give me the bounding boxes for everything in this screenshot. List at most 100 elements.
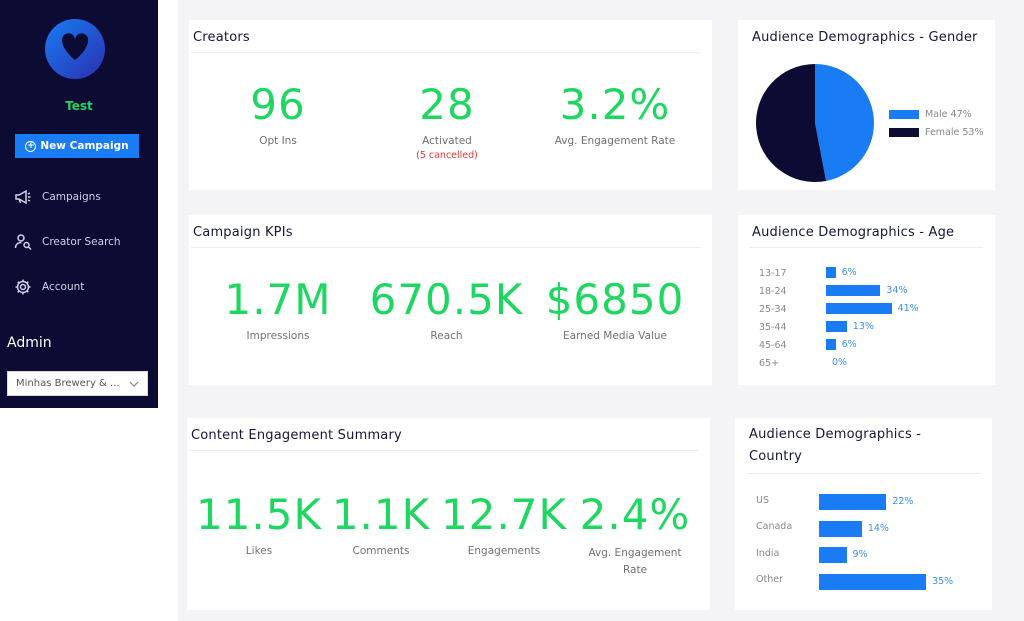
card-title-line: Country xyxy=(749,449,803,464)
plus-circle-icon: + xyxy=(25,140,37,152)
card-title: Audience Demographics - Gender xyxy=(752,30,978,45)
bar xyxy=(819,520,862,537)
bar-row: 13-17 6% xyxy=(759,267,989,279)
stat-value: 1.1K xyxy=(331,490,431,539)
bar-label: India xyxy=(756,547,780,559)
stat-value: $6850 xyxy=(545,275,685,324)
avg-engagement-rate-stat: 2.4% Avg. Engagement Rate xyxy=(576,490,694,579)
bar-label: 18-24 xyxy=(759,285,787,297)
activated-stat: 28 Activated (5 cancelled) xyxy=(387,80,507,161)
card-title: Campaign KPIs xyxy=(193,225,293,240)
bar xyxy=(826,267,836,278)
bar xyxy=(819,494,887,510)
brand-name: Test xyxy=(65,99,93,113)
bar-row: 25-34 41% xyxy=(759,303,989,315)
sidebar-item-label: Account xyxy=(42,281,85,293)
card-title: Audience Demographics - Country xyxy=(749,424,921,468)
bar xyxy=(826,339,836,350)
admin-heading: Admin xyxy=(7,335,52,351)
cancelled-note: (5 cancelled) xyxy=(416,150,478,161)
stat-value: 670.5K xyxy=(369,275,524,324)
bar-row: US 22% xyxy=(756,494,986,510)
stat-label: Avg. Engagement Rate xyxy=(588,547,682,576)
impressions-stat: 1.7M Impressions xyxy=(213,275,343,342)
bar xyxy=(826,285,881,296)
brand-logo-icon xyxy=(45,19,105,79)
bar-row: Other 35% xyxy=(756,573,986,590)
bar-value: 13% xyxy=(852,321,874,332)
divider xyxy=(747,473,980,474)
brand-select[interactable]: Minhas Brewery & ... xyxy=(7,371,148,396)
stat-label: Avg. Engagement Rate xyxy=(554,135,676,147)
user-search-icon xyxy=(14,234,32,251)
stat-label: Reach xyxy=(430,330,463,342)
divider xyxy=(189,450,698,451)
megaphone-icon xyxy=(15,189,31,205)
legend-swatch xyxy=(889,128,919,137)
stat-label: Opt Ins xyxy=(259,135,297,147)
legend-label: Male 47% xyxy=(925,109,972,120)
legend-item-male: Male 47% xyxy=(889,109,972,120)
stat-label: Impressions xyxy=(246,330,310,342)
earned-media-value-stat: $6850 Earned Media Value xyxy=(535,275,695,342)
content-engagement-card: Content Engagement Summary 11.5K Likes 1… xyxy=(187,418,710,610)
stat-label: Likes xyxy=(245,545,273,557)
gender-card: Audience Demographics - Gender Male 47% … xyxy=(738,20,995,190)
bar-value: 22% xyxy=(892,496,914,507)
pie-slice-male xyxy=(815,64,874,181)
sidebar-item-label: Campaigns xyxy=(42,191,101,203)
reach-stat: 670.5K Reach xyxy=(364,275,529,342)
legend-swatch xyxy=(889,110,919,119)
divider xyxy=(191,247,700,248)
bar-value: 35% xyxy=(932,575,954,587)
stat-label: Earned Media Value xyxy=(562,330,668,342)
bar-label: 65+ xyxy=(759,357,780,369)
bar-value: 41% xyxy=(897,303,919,314)
brand-select-value: Minhas Brewery & ... xyxy=(16,378,120,389)
country-card: Audience Demographics - Country US 22% Can… xyxy=(735,418,992,610)
stat-value: 2.4% xyxy=(579,490,691,539)
new-campaign-label: New Campaign xyxy=(40,140,129,152)
campaign-kpis-card: Campaign KPIs 1.7M Impressions 670.5K Re… xyxy=(189,215,712,385)
bar-value: 0% xyxy=(832,357,848,368)
bar-label: 13-17 xyxy=(759,267,787,279)
bar-label: 35-44 xyxy=(759,321,787,333)
bar-value: 6% xyxy=(841,267,857,278)
bar xyxy=(819,547,847,563)
bar-label: US xyxy=(756,494,769,506)
stat-value: 12.7K xyxy=(440,490,568,539)
age-card: Audience Demographics - Age 13-17 6% 18-24… xyxy=(738,215,995,385)
bar xyxy=(826,303,892,314)
stat-value: 3.2% xyxy=(559,80,671,129)
card-title: Content Engagement Summary xyxy=(191,428,402,443)
bar-row: 45-64 6% xyxy=(759,339,989,351)
bar-row: India 9% xyxy=(756,547,986,563)
bar xyxy=(826,321,847,332)
legend-label: Female 53% xyxy=(925,127,984,138)
stat-label: Comments xyxy=(352,545,410,557)
engagements-stat: 12.7K Engagements xyxy=(439,490,569,557)
bar-value: 14% xyxy=(867,522,889,534)
stat-label: Engagements xyxy=(467,545,541,557)
card-title: Audience Demographics - Age xyxy=(752,225,955,240)
sidebar-item-campaigns[interactable]: Campaigns xyxy=(14,188,101,206)
sidebar-item-account[interactable]: Account xyxy=(14,278,84,296)
legend-item-female: Female 53% xyxy=(889,127,983,138)
divider xyxy=(750,247,983,248)
bar-value: 6% xyxy=(841,339,857,350)
card-title: Creators xyxy=(193,30,250,45)
bar-row: 35-44 13% xyxy=(759,321,989,333)
stat-value: 96 xyxy=(250,80,306,129)
engagement-rate-stat: 3.2% Avg. Engagement Rate xyxy=(545,80,685,147)
sidebar-item-creator-search[interactable]: Creator Search xyxy=(14,233,121,251)
stat-value: 11.5K xyxy=(195,490,323,539)
card-title-line: Audience Demographics - xyxy=(749,427,922,442)
bar-label: Other xyxy=(756,574,783,585)
bar-row: Canada 14% xyxy=(756,520,986,537)
bar-label: 25-34 xyxy=(759,303,787,315)
bar-row: 65+ 0% xyxy=(759,357,989,369)
sidebar: Test + New Campaign Campaigns Creator Se… xyxy=(0,0,158,408)
creators-card: Creators 96 Opt Ins 28 Activated (5 canc… xyxy=(189,20,712,190)
new-campaign-button[interactable]: + New Campaign xyxy=(15,134,139,158)
stat-value: 28 xyxy=(419,80,475,129)
